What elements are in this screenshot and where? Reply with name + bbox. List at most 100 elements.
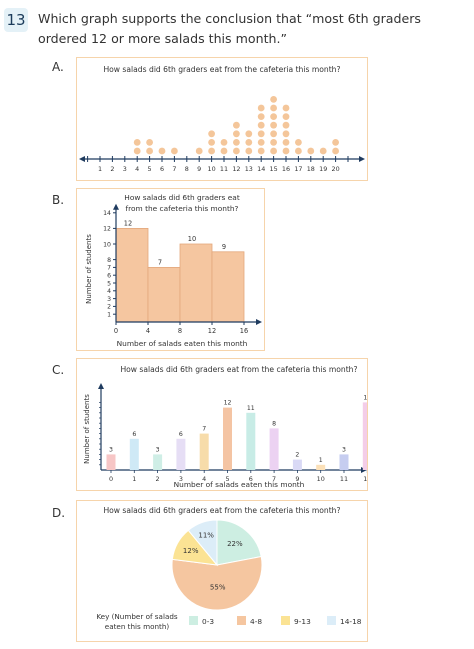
chart-d-slice-label: 11% [198,531,214,539]
chart-a-dot [257,113,265,120]
chart-c-x-tick-label: 4 [202,475,206,483]
chart-b-y-tick-label: 8 [107,257,111,264]
option-a-letter[interactable]: A. [52,60,64,74]
chart-b-y-tick-label: 3 [107,296,111,303]
chart-d-key-title-line-1: Key (Number of salads [96,612,178,621]
chart-c-bar [106,454,116,470]
chart-a-dot [282,113,290,120]
option-c-panel[interactable]: How salads did 6th graders eat from the … [76,358,372,491]
chart-a-tick-label: 14 [257,165,265,173]
chart-c-y-label: Number of students [83,394,91,464]
chart-a-dot [270,147,277,155]
chart-a-dot [133,147,141,155]
chart-c-bar [199,433,209,470]
chart-b-y-tick-label: 4 [107,288,111,295]
chart-b-x-label: Number of salads eaten this month [117,339,248,348]
chart-b-title-line-1: How salads did 6th graders eat [124,193,240,202]
chart-b-x-tick-label: 12 [208,327,216,335]
chart-a-dot [257,130,265,138]
chart-d-slice-label: 55% [210,583,226,591]
chart-c-bar [246,412,256,470]
chart-d-key-label: 4-8 [250,617,262,626]
chart-b-y-label: Number of students [85,234,93,304]
option-b-letter[interactable]: B. [52,193,65,207]
chart-b-y-tick-label: 6 [107,273,111,280]
chart-a-tick-label: 3 [123,165,127,173]
chart-c-x-tick-label: 7 [272,475,276,483]
option-c-letter[interactable]: C. [52,363,65,377]
chart-b-bar [115,228,149,323]
chart-c-bar [223,407,232,470]
chart-a-dot [332,139,339,146]
chart-b-bar [179,243,213,323]
chart-d-key-swatch [237,616,246,625]
chart-a-dot [332,147,339,155]
chart-a-tick-label: 17 [294,165,302,173]
chart-b-x-arrow [256,319,262,325]
chart-a-tick-label: 7 [172,165,176,173]
option-a-panel[interactable]: How salads did 6th graders eat from the … [76,57,368,181]
chart-a-tick-label: 16 [282,165,290,173]
chart-d-key-label: 0-3 [202,617,214,626]
chart-c-bar [176,438,186,470]
chart-c-bar [153,454,163,470]
chart-d-key-swatch [189,616,198,625]
chart-a-tick-label: 19 [319,165,327,173]
option-b-panel[interactable]: How salads did 6th graders eat from the c… [76,188,265,351]
option-d-letter[interactable]: D. [52,506,66,520]
chart-c-bar-label: 6 [132,431,136,438]
chart-c-bar-label: 8 [272,420,276,427]
option-d-panel[interactable]: How salads did 6th graders eat from the … [76,500,368,642]
chart-a-tick-label: 13 [245,165,253,173]
chart-d-slice [216,519,262,566]
chart-a-dot [208,130,216,138]
chart-a-dot [146,147,153,155]
chart-a-dot [257,139,265,146]
chart-c-bar-label: 3 [156,446,160,453]
chart-a-tick-label: 11 [220,165,228,173]
chart-d-slice-label: 12% [183,547,199,555]
chart-c-bar [316,464,326,470]
chart-b-x-tick-label: 16 [240,327,248,335]
chart-b-bar [211,251,245,323]
chart-a-dot [220,139,228,146]
chart-a-dot [220,147,228,155]
chart-a-tick-label: 10 [208,165,216,173]
chart-c-bar-label: 6 [179,431,183,438]
chart-c-x-tick-label: 2 [156,475,160,483]
chart-a-dot [282,104,290,112]
chart-a-dot [133,139,141,146]
question-number: 13 [4,8,28,32]
chart-a-tick-label: 20 [332,165,340,173]
chart-a-tick-label: 2 [110,165,114,173]
chart-d-key-title-line-2: eaten this month) [105,622,170,631]
chart-a-tick-label: 18 [307,165,315,173]
chart-a-tick-label: 8 [185,165,189,173]
chart-b-y-tick-label: 5 [107,280,111,287]
chart-a-tick-label: 4 [135,165,139,173]
chart-a-dot [270,113,277,120]
chart-a-dot [146,139,153,146]
chart-b-title-line-2: from the cafeteria this month? [126,204,239,213]
chart-b-y-tick-label: 12 [103,226,111,233]
chart-c-bar-label: 12 [224,400,232,407]
chart-b-y-tick-label: 14 [103,210,111,217]
chart-c-x-label: Number of salads eaten this month [174,480,305,489]
chart-a-dot [282,130,290,138]
chart-a-dot [270,130,277,138]
chart-c-x-tick-label: 10 [317,475,325,483]
chart-d-key-label: 14-18 [340,617,362,626]
question-text: Which graph supports the conclusion that… [38,11,421,46]
chart-a-dot [295,139,302,146]
chart-d-slice [171,555,263,611]
chart-a-dot [208,139,216,146]
chart-b-y-tick-label: 10 [103,241,111,248]
chart-a-dot [270,139,277,146]
chart-d-slice-label: 22% [227,540,243,548]
chart-b-y-tick-label: 1 [107,312,111,319]
chart-b-y-tick-label: 2 [107,304,111,311]
chart-b-bar-label: 9 [222,243,226,251]
chart-a-dot [257,147,265,155]
chart-a-right-arrow [359,156,365,162]
chart-a-dot [257,121,265,129]
